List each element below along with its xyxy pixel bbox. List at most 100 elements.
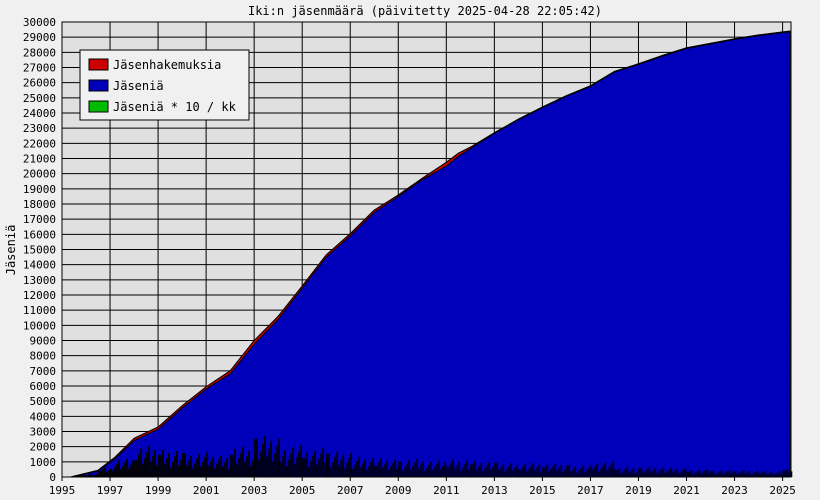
monthly-bar: [474, 461, 477, 477]
monthly-bar: [642, 472, 645, 477]
x-tick-label: 1995: [49, 484, 76, 497]
monthly-bar: [184, 453, 186, 477]
monthly-bar: [318, 459, 320, 477]
monthly-bar: [676, 468, 679, 477]
y-tick-label: 14000: [23, 259, 56, 272]
monthly-bar: [350, 468, 352, 477]
monthly-bar: [398, 461, 400, 477]
monthly-bar: [410, 469, 412, 477]
monthly-bar: [526, 471, 529, 477]
monthly-bar: [506, 468, 509, 477]
monthly-bar: [160, 455, 162, 477]
monthly-bar: [594, 466, 597, 477]
monthly-bar: [440, 468, 443, 477]
monthly-bar: [490, 469, 493, 477]
monthly-bar: [762, 472, 765, 477]
monthly-bar: [412, 466, 414, 477]
monthly-bar: [630, 470, 633, 477]
monthly-bar: [174, 456, 176, 477]
x-tick-label: 2023: [721, 484, 748, 497]
monthly-bar: [668, 469, 671, 477]
monthly-bar: [700, 473, 703, 477]
monthly-bar: [402, 470, 404, 477]
monthly-bar: [322, 448, 324, 477]
monthly-bar: [554, 463, 557, 477]
monthly-bar: [346, 463, 348, 477]
monthly-bar: [652, 470, 655, 477]
monthly-bar: [562, 471, 565, 477]
monthly-bar: [578, 470, 581, 477]
monthly-bar: [90, 473, 92, 477]
monthly-bar: [298, 451, 300, 477]
monthly-bar: [338, 464, 340, 477]
monthly-bar: [332, 461, 334, 477]
monthly-bar: [392, 462, 394, 477]
monthly-bar: [712, 470, 715, 477]
monthly-bar: [698, 469, 701, 477]
monthly-bar: [262, 443, 264, 477]
y-axis-label: Jäseniä: [4, 225, 18, 276]
monthly-bar: [356, 460, 358, 477]
monthly-bar: [496, 462, 499, 477]
monthly-bar: [556, 470, 559, 477]
monthly-bar: [486, 464, 489, 477]
x-ticks: 1995 1997 1999 2001 2003 2005 2007 2009 2011 2013…: [49, 477, 796, 497]
monthly-bar: [512, 470, 515, 477]
monthly-bar: [588, 467, 591, 477]
monthly-bar: [640, 467, 643, 477]
monthly-bar: [124, 462, 126, 477]
monthly-bar: [166, 458, 168, 477]
x-tick-label: 2017: [577, 484, 604, 497]
monthly-bar: [106, 472, 108, 477]
monthly-bar: [280, 462, 282, 477]
monthly-bar: [202, 461, 204, 477]
monthly-bar: [746, 472, 749, 477]
y-tick-label: 9000: [30, 335, 57, 348]
monthly-bar: [430, 461, 433, 477]
monthly-bar: [458, 461, 461, 477]
monthly-bar: [470, 464, 473, 477]
monthly-bar: [778, 471, 781, 477]
y-tick-label: 26000: [23, 77, 56, 90]
monthly-bar: [232, 455, 234, 477]
monthly-bar: [228, 469, 230, 477]
monthly-bar: [550, 468, 553, 477]
monthly-bar: [256, 438, 258, 477]
monthly-bar: [196, 458, 198, 477]
x-tick-label: 2011: [433, 484, 460, 497]
monthly-bar: [504, 471, 507, 477]
monthly-bar: [764, 471, 767, 477]
monthly-bar: [330, 466, 332, 477]
monthly-bar: [344, 468, 346, 477]
monthly-bar: [714, 474, 717, 477]
monthly-bar: [84, 475, 86, 477]
monthly-bar: [708, 473, 711, 477]
monthly-bar: [192, 468, 194, 477]
monthly-bar: [660, 469, 663, 477]
monthly-bar: [350, 452, 352, 477]
monthly-bar: [602, 465, 605, 477]
monthly-bar: [384, 464, 386, 477]
monthly-bar: [734, 470, 737, 477]
y-tick-label: 4000: [30, 410, 57, 423]
monthly-bar: [582, 465, 585, 477]
monthly-bar: [688, 471, 691, 477]
monthly-bar: [170, 467, 172, 477]
y-tick-label: 6000: [30, 380, 57, 393]
monthly-bar: [650, 472, 653, 477]
monthly-bar: [276, 445, 278, 477]
monthly-bar: [552, 466, 555, 477]
monthly-bar: [726, 471, 729, 477]
monthly-bar: [610, 464, 613, 477]
monthly-bar: [782, 470, 785, 477]
monthly-bar: [140, 448, 142, 477]
monthly-bar: [502, 464, 505, 477]
monthly-bar: [760, 473, 763, 477]
monthly-bar: [172, 461, 174, 477]
monthly-bar: [644, 470, 647, 477]
monthly-bar: [82, 474, 84, 477]
monthly-bar: [274, 453, 276, 477]
monthly-bar: [514, 467, 517, 477]
monthly-bar: [290, 453, 292, 477]
y-tick-label: 3000: [30, 426, 57, 439]
